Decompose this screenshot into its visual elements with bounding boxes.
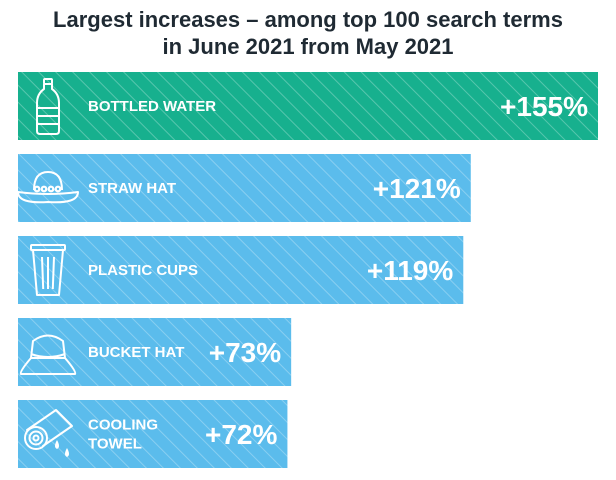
category-label: TOWEL: [88, 436, 142, 453]
category-label: BUCKET HAT: [88, 344, 184, 361]
category-label: PLASTIC CUPS: [88, 262, 198, 279]
towel-icon: [24, 409, 73, 457]
value-label: +72%: [205, 419, 277, 450]
bar-hatching: [18, 236, 464, 304]
bar-group-2: STRAW HAT +121%: [17, 154, 471, 222]
chart-title: Largest increases – among top 100 search…: [0, 6, 616, 60]
value-label: +121%: [373, 173, 461, 204]
bar-hatching: [18, 72, 598, 140]
bar-group-1: BOTTLED WATER +155%: [18, 72, 598, 140]
bucket-hat-icon: [19, 334, 77, 375]
plastic-cup-icon: [30, 244, 66, 296]
value-label: +73%: [209, 337, 281, 368]
bar-group-3: PLASTIC CUPS +119%: [18, 236, 464, 304]
category-label: COOLING: [88, 417, 158, 434]
value-label: +155%: [500, 91, 588, 122]
bottle-icon: [36, 78, 60, 135]
bar-group-4: BUCKET HAT +73%: [18, 318, 292, 386]
chart-title-line-1: Largest increases – among top 100 search…: [53, 7, 563, 32]
value-label: +119%: [367, 255, 454, 286]
straw-hat-icon: [17, 171, 79, 204]
chart-title-line-2: in June 2021 from May 2021: [162, 34, 454, 59]
category-label: BOTTLED WATER: [88, 98, 216, 115]
bar-group-5: COOLING TOWEL +72%: [18, 400, 288, 468]
bar-hatching: [18, 400, 288, 468]
category-label: STRAW HAT: [88, 180, 176, 197]
bar-hatching: [18, 154, 471, 222]
